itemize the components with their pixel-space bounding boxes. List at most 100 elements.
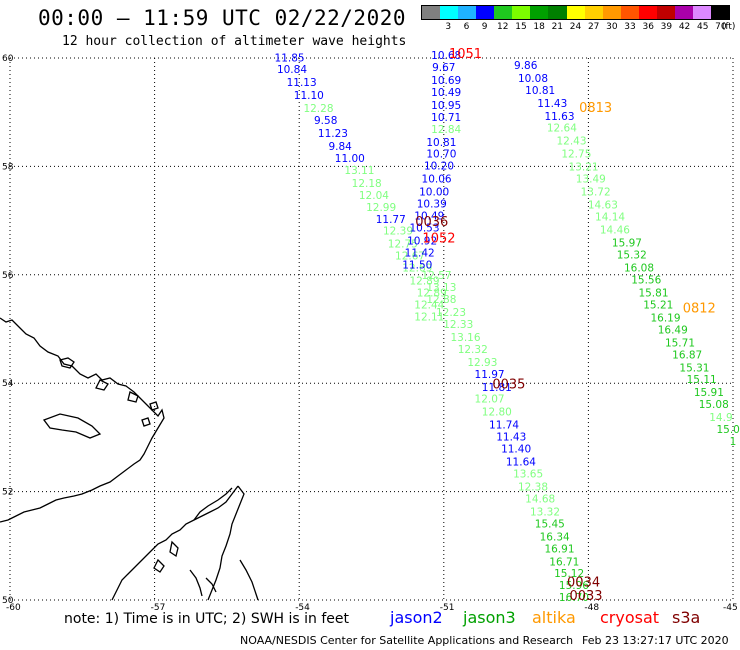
legend-swatch — [656, 6, 675, 19]
latitude-label: 58 — [2, 162, 14, 172]
latitude-labels: 60 58 56 54 52 50 — [2, 54, 14, 606]
wave-height-value: 10.53 — [409, 222, 439, 234]
legend-tick-label: 24 — [569, 22, 582, 32]
wave-height-value: 10.95 — [431, 100, 461, 112]
wave-height-value: 15.91 — [694, 387, 724, 399]
legend-swatch — [620, 6, 639, 19]
latitude-label: 56 — [2, 271, 14, 281]
wave-height-value: 13.11 — [344, 165, 374, 177]
wave-height-value: 10.69 — [431, 75, 461, 87]
wave-height-value: 12.89 — [409, 276, 439, 288]
wave-height-value: 9.84 — [328, 141, 352, 153]
legend-tick-label: 70 — [715, 22, 727, 32]
wave-height-value: 12.39 — [383, 226, 413, 238]
legend-swatch — [512, 6, 531, 19]
wave-height-value: 11.64 — [506, 457, 536, 469]
generated-timestamp: Feb 23 13:27:17 UTC 2020 — [582, 634, 729, 647]
wave-height-value: 12.04 — [359, 190, 389, 202]
wave-height-value: 16.70 — [559, 592, 589, 604]
labrador-coast — [0, 317, 165, 523]
legend-tick-label: 33 — [624, 22, 636, 32]
coastline-newfoundland-labrador — [0, 317, 259, 601]
wave-height-value: 11.43 — [496, 432, 526, 444]
satellite-key-s3a: s3a — [672, 608, 701, 627]
legend-swatch — [494, 6, 513, 19]
wave-height-value: 12.11 — [414, 311, 444, 323]
wave-height-value: 15.96 — [559, 580, 589, 592]
wave-height-value: 16.49 — [658, 324, 688, 336]
wave-height-value: 10.39 — [417, 199, 447, 211]
wave-height-value: 12.57 — [422, 270, 452, 282]
wave-height-value: 10.70 — [426, 149, 456, 161]
pass-time-label: 0812 — [683, 302, 716, 317]
wave-height-value: 12.99 — [366, 202, 396, 214]
wave-height-value: 12.75 — [561, 149, 591, 161]
labrador-inlet-3 — [127, 391, 139, 403]
wave-height-value: 10.08 — [518, 73, 548, 85]
pass-time-label: 1051 — [449, 47, 482, 62]
pass-time-label: 0035 — [492, 378, 525, 393]
wave-height-value: 10.20 — [424, 161, 454, 173]
pass-time-label: 0036 — [415, 215, 448, 230]
legend-swatch — [674, 6, 693, 19]
wave-height-value: 15.31 — [679, 362, 709, 374]
hamilton-inlet — [42, 413, 102, 439]
wave-height-value: 15.0 — [716, 424, 739, 436]
wave-height-value: 12.89 — [417, 287, 447, 299]
wave-height-value: 12.18 — [352, 178, 382, 190]
pass-time-label: 0813 — [579, 101, 612, 116]
satellite-key-jason2: jason2 — [390, 608, 443, 627]
wave-height-value: 10.49 — [431, 87, 461, 99]
wave-height-value: 16.87 — [672, 349, 702, 361]
coast-detail-1 — [169, 540, 179, 558]
legend-tick-label: 30 — [606, 22, 618, 32]
wave-height-value: 10.06 — [422, 174, 452, 186]
island-1 — [149, 401, 159, 411]
wave-height-value: 13.49 — [576, 174, 606, 186]
wave-height-value: 11.00 — [335, 153, 365, 165]
wave-height-value: 12.64 — [547, 123, 577, 135]
legend-swatch — [566, 6, 585, 19]
wave-height-value: 16.71 — [549, 556, 579, 568]
satellite-key-altika: altika — [532, 608, 576, 627]
wave-height-value: 12.44 — [414, 299, 444, 311]
wave-height-value: 11.63 — [544, 111, 574, 123]
wave-height-value: 11.50 — [402, 259, 432, 271]
track-3: 9.8610.0810.8111.4311.6312.6412.4312.751… — [514, 60, 740, 448]
wave-height-value: 13.16 — [450, 332, 480, 344]
wave-height-value: 11.97 — [475, 369, 505, 381]
wave-height-value: 12.69 — [402, 263, 432, 275]
wave-height-value: 9.58 — [314, 115, 337, 127]
legend-swatch — [530, 6, 549, 19]
legend-swatch — [692, 6, 711, 19]
legend-tick-label: 12 — [497, 22, 509, 32]
legend-tick-label: 9 — [481, 22, 488, 32]
legend-swatch — [548, 6, 567, 19]
island-2 — [141, 417, 151, 427]
lat-lon-grid — [9, 57, 734, 601]
longitude-labels: -60 -57 -54 -51 -48 -45 — [6, 603, 738, 613]
legend-tick-label: 21 — [551, 22, 564, 32]
legend-swatch — [422, 6, 441, 19]
newfoundland-coast — [111, 485, 259, 601]
longitude-label: -54 — [295, 603, 310, 613]
longitude-label: -51 — [440, 603, 455, 613]
legend-tick-label: 45 — [697, 22, 709, 32]
wave-height-value: 12.33 — [443, 319, 473, 331]
wave-height-value: 14.9 — [709, 412, 732, 424]
wave-height-value: 10.49 — [414, 211, 444, 223]
wave-height-value: 15.11 — [687, 374, 717, 386]
wave-height-value: 12.93 — [467, 357, 497, 369]
legend-swatch — [584, 6, 603, 19]
wave-height-value: 14.14 — [595, 212, 625, 224]
wave-height-value: 15.97 — [612, 238, 642, 250]
legend-unit-label: (ft) — [721, 22, 736, 32]
legend-swatch — [440, 6, 459, 19]
wave-height-value: 12.67 — [395, 251, 425, 263]
wave-height-value: 1 — [730, 436, 737, 448]
longitude-label: -57 — [151, 603, 166, 613]
wave-height-value: 10.92 — [407, 235, 437, 247]
pass-time-label: 1052 — [422, 231, 455, 246]
coast-detail-2 — [153, 558, 165, 573]
